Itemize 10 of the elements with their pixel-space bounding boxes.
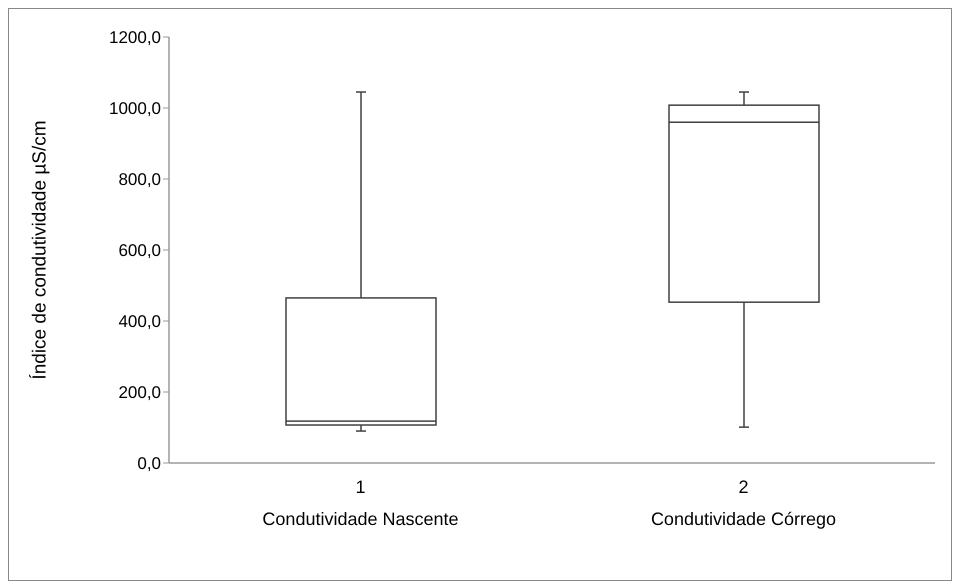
y-tick-label: 1200,0 [109, 28, 161, 48]
y-tick-label: 600,0 [118, 241, 161, 260]
y-tick-label: 0,0 [137, 454, 161, 474]
x-tick-label: 2 Condutividade Córrego [650, 477, 836, 529]
y-tick-label: 800,0 [118, 170, 161, 190]
y-tick-label: 400,0 [118, 312, 161, 332]
y-tick-label: 200,0 [118, 383, 161, 402]
x-tick-label: 1 Condutividade Nascente [262, 477, 459, 529]
y-tick-label: 1000,0 [109, 99, 161, 118]
y-axis-title: Índice de condutividade µS/cm [28, 120, 51, 380]
